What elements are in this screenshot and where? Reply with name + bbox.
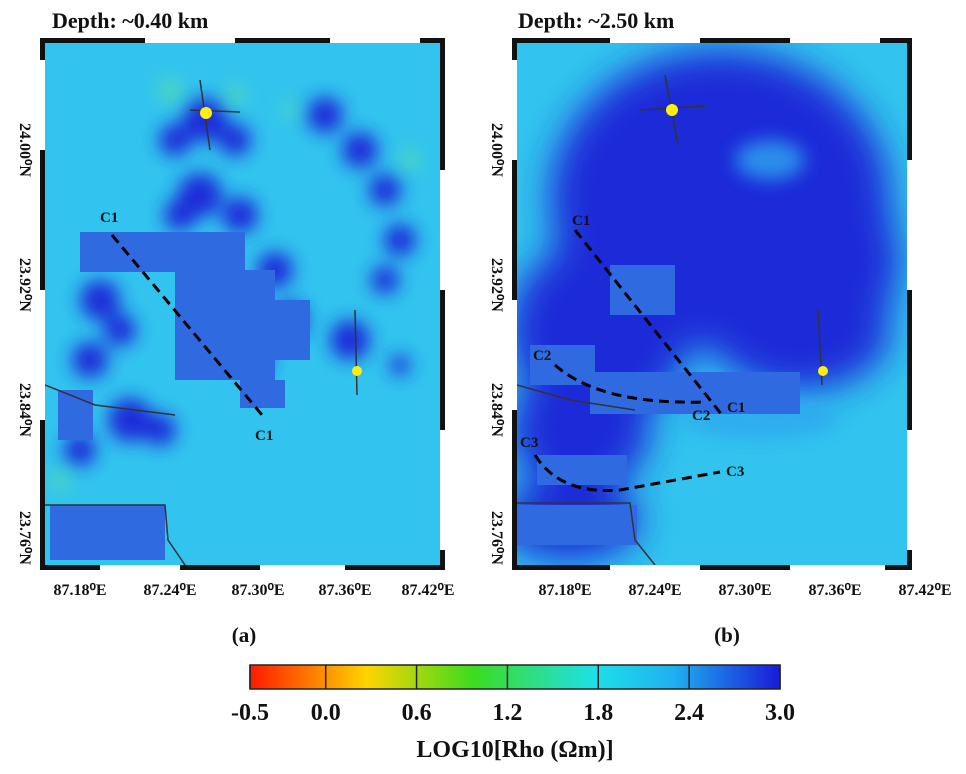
profile-label: C1 bbox=[100, 210, 118, 226]
lat-label: 23.84⁰N bbox=[16, 383, 33, 437]
colorbar-tick-label: 3.0 bbox=[765, 700, 795, 726]
profile-label: C2 bbox=[692, 408, 710, 424]
lon-label: 87.42⁰E bbox=[401, 582, 454, 599]
colorbar-tick-label: 0.0 bbox=[311, 700, 341, 726]
lon-label: 87.42⁰E bbox=[898, 582, 951, 599]
profile-label: C1 bbox=[572, 213, 590, 229]
colorbar-tick-label: 2.4 bbox=[674, 700, 704, 726]
profile-label: C1 bbox=[255, 428, 273, 444]
lat-label: 23.92⁰N bbox=[16, 258, 33, 312]
lon-label: 87.30⁰E bbox=[718, 582, 771, 599]
colorbar-tick-label: 0.6 bbox=[402, 700, 432, 726]
panel-caption: (b) bbox=[714, 623, 740, 647]
profile-label: C2 bbox=[533, 348, 551, 364]
lon-label: 87.36⁰E bbox=[318, 582, 371, 599]
lat-label: 23.76⁰N bbox=[16, 511, 33, 565]
profile-label: C1 bbox=[727, 400, 745, 416]
lon-label: 87.24⁰E bbox=[628, 582, 681, 599]
lat-label: 24.00⁰N bbox=[488, 123, 505, 177]
colorbar-tick-label: 1.2 bbox=[492, 700, 522, 726]
lat-label: 23.92⁰N bbox=[488, 258, 505, 312]
profile-label: C3 bbox=[726, 464, 744, 480]
panel-caption: (a) bbox=[232, 623, 257, 647]
lat-label: 23.76⁰N bbox=[488, 511, 505, 565]
colorbar-tick-label: -0.5 bbox=[231, 700, 269, 726]
lon-label: 87.30⁰E bbox=[231, 582, 284, 599]
colorbar-tick-label: 1.8 bbox=[583, 700, 613, 726]
lon-label: 87.18⁰E bbox=[538, 582, 591, 599]
lon-label: 87.18⁰E bbox=[53, 582, 106, 599]
colorbar-label: LOG10[Rho (Ωm)] bbox=[416, 737, 613, 763]
lon-label: 87.36⁰E bbox=[808, 582, 861, 599]
lat-label: 23.84⁰N bbox=[488, 383, 505, 437]
map-a bbox=[40, 38, 445, 570]
colorbar bbox=[249, 664, 781, 690]
lon-label: 87.24⁰E bbox=[143, 582, 196, 599]
lat-label: 24.00⁰N bbox=[16, 123, 33, 177]
map-b bbox=[512, 38, 912, 570]
panel-title: Depth: ~2.50 km bbox=[518, 8, 674, 33]
panel-title: Depth: ~0.40 km bbox=[52, 8, 208, 33]
profile-label: C3 bbox=[520, 435, 538, 451]
